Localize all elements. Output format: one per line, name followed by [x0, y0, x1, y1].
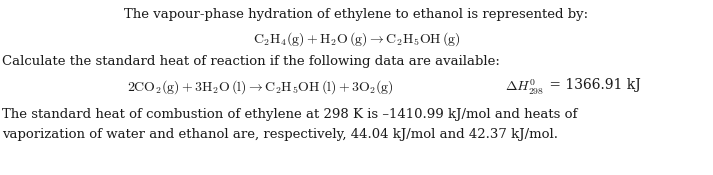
Text: $\mathrm{2CO_2(g) + 3H_2O\,(l) \rightarrow C_2H_5OH\,(l) + 3O_2(g)}$: $\mathrm{2CO_2(g) + 3H_2O\,(l) \rightarr…: [127, 78, 394, 96]
Text: Calculate the standard heat of reaction if the following data are available:: Calculate the standard heat of reaction …: [2, 55, 500, 68]
Text: $\mathrm{C_2H_4(g) + H_2O\,(g) \rightarrow C_2H_5OH\,(g)}$: $\mathrm{C_2H_4(g) + H_2O\,(g) \rightarr…: [252, 30, 461, 48]
Text: The standard heat of combustion of ethylene at 298 K is –1410.99 kJ/mol and heat: The standard heat of combustion of ethyl…: [2, 108, 578, 121]
Text: $\Delta H^{0}_{298}$: $\Delta H^{0}_{298}$: [505, 78, 544, 97]
Text: vaporization of water and ethanol are, respectively, 44.04 kJ/mol and 42.37 kJ/m: vaporization of water and ethanol are, r…: [2, 128, 558, 141]
Text: The vapour-phase hydration of ethylene to ethanol is represented by:: The vapour-phase hydration of ethylene t…: [125, 8, 588, 21]
Text: = 1366.91 kJ: = 1366.91 kJ: [545, 78, 641, 92]
